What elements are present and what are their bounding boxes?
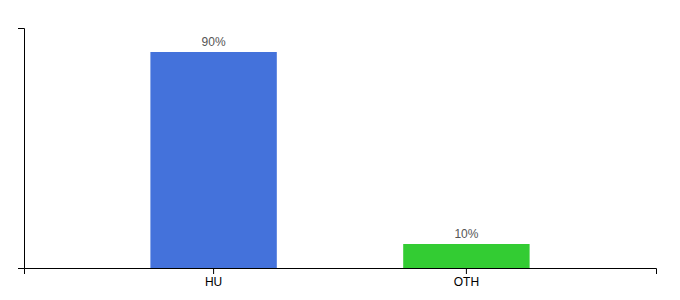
x-tick: HU [205, 268, 222, 289]
x-axis-line [25, 269, 657, 275]
data-label: 90% [202, 35, 226, 49]
data-label: 10% [454, 227, 478, 241]
y-axis-line [18, 29, 25, 269]
x-tick-mark [213, 268, 214, 274]
plot-area: HU OTH 90% 10% [18, 29, 657, 289]
data-labels: 90% 10% [202, 35, 479, 241]
y-axis [18, 29, 25, 269]
x-tick-label: HU [205, 275, 222, 289]
chart-container: HU OTH 90% 10% [0, 0, 680, 300]
bars [150, 52, 529, 268]
x-axis: HU OTH [25, 268, 657, 289]
x-tick-mark [466, 268, 467, 274]
bar [403, 244, 529, 268]
chart-svg: HU OTH 90% 10% [0, 0, 680, 300]
x-tick: OTH [454, 268, 479, 289]
bar [150, 52, 276, 268]
x-tick-label: OTH [454, 275, 479, 289]
